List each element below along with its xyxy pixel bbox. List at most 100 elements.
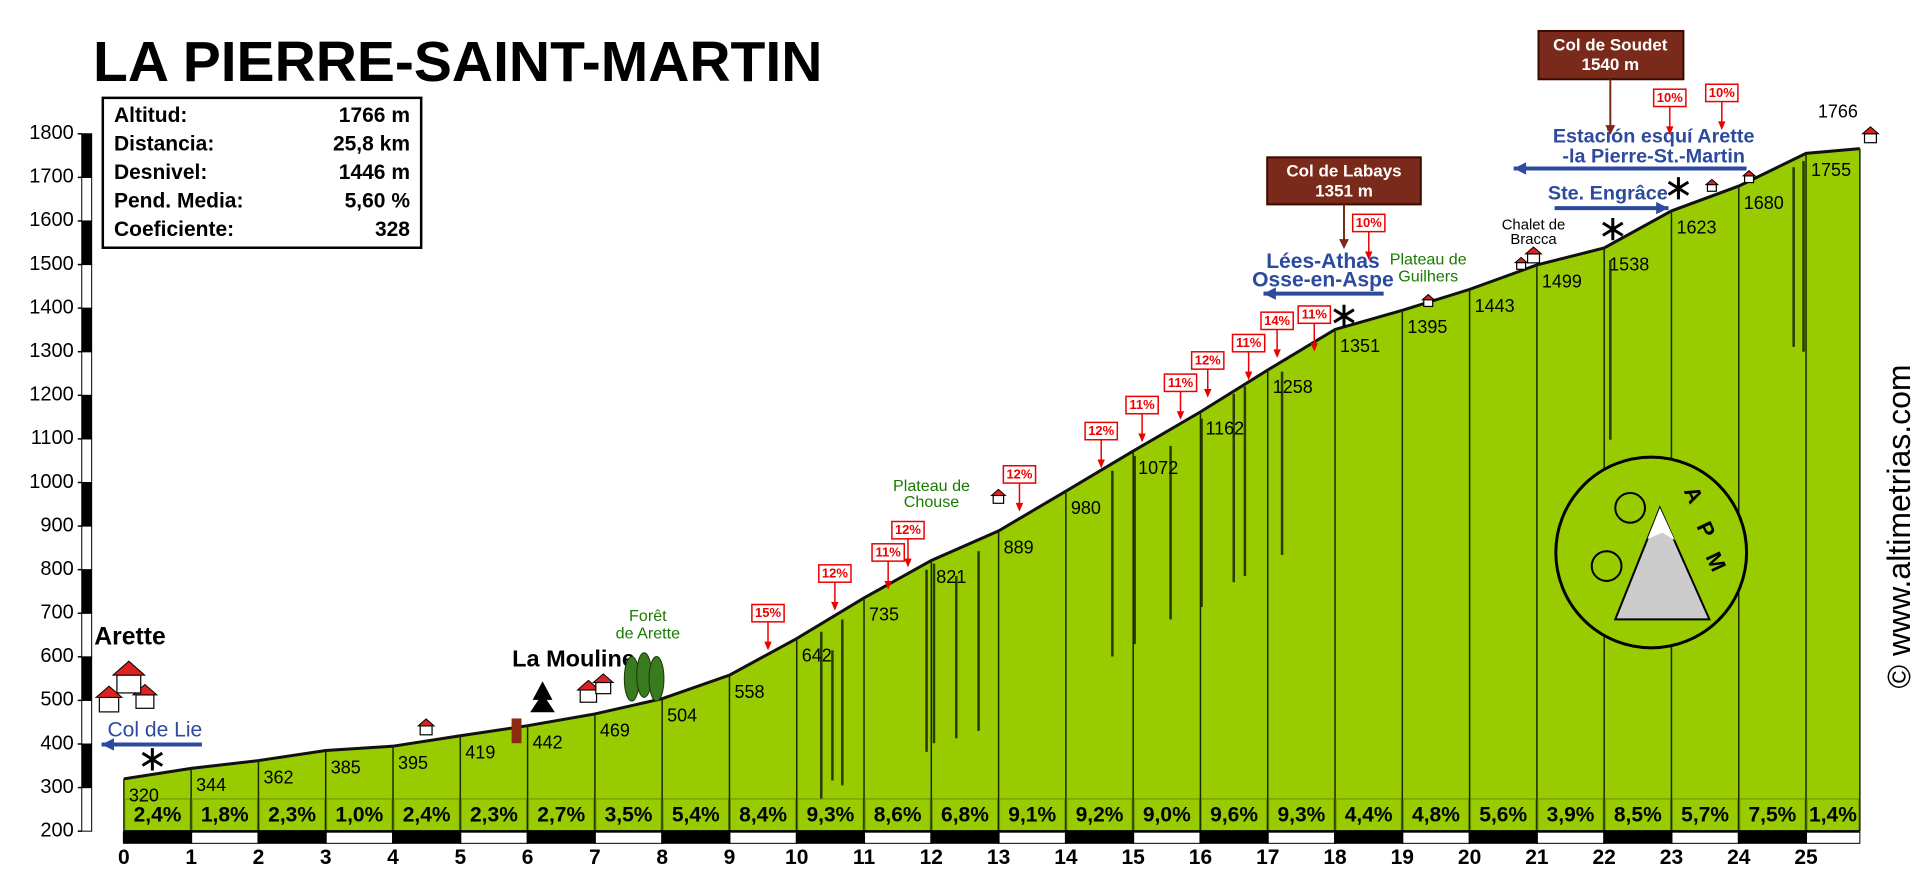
house-icon [135,694,155,709]
gradient-label: 3,5% [605,804,653,827]
elevation-label: 442 [533,732,563,752]
house-roof [1704,178,1720,186]
gradient-flag-label: 12% [1088,423,1114,438]
elevation-label: 1443 [1475,296,1515,316]
arrow-head [101,738,114,751]
gradient-label: 9,1% [1008,804,1056,827]
gradient-flag-head [1204,388,1212,398]
x-axis-band [998,831,1067,844]
gradient-label: 1,4% [1809,804,1857,827]
gradient-cell [326,798,393,832]
info-value: 25,8 km [333,132,410,155]
gradient-cell [662,798,729,832]
y-axis-band [81,787,93,832]
gradient-cell [1604,798,1671,832]
annotation: Forêt [629,607,667,625]
tree-icon [530,681,555,713]
house-roof [94,685,124,698]
gradient-cell [1402,798,1470,832]
elevation-label: 1162 [1205,419,1244,439]
x-axis-band [1805,831,1861,844]
house-icon [595,681,612,695]
gradient-cell [1806,798,1860,832]
gradient-flag-label: 11% [1129,397,1155,412]
annotation: Bracca [1510,232,1557,248]
gradient-cell [1537,798,1604,832]
elevation-label: 1072 [1138,458,1178,478]
x-tick-label: 13 [987,846,1010,869]
house-icon [1706,183,1717,192]
info-value: 1766 m [339,104,410,127]
x-axis-band [459,831,529,844]
chart-title: LA PIERRE-SAINT-MARTIN [93,30,822,94]
annotation: Plateau de [893,477,970,495]
gradient-cell [729,798,797,832]
x-tick-label: 24 [1727,846,1751,869]
gradient-flag-head [1365,251,1373,261]
annotation: Col de Lie [107,718,202,741]
elevation-label: 419 [465,742,495,762]
x-axis-band [1401,831,1471,844]
gradient-label: 9,0% [1143,804,1191,827]
gradient-flag-label: 11% [1168,375,1194,390]
x-tick-label: 19 [1391,846,1414,869]
annotation: -la Pierre-St.-Martin [1562,146,1745,168]
house-icon [992,494,1005,504]
x-tick-label: 7 [589,846,601,869]
x-axis-band [863,831,932,844]
y-tick-label: 700 [40,602,73,624]
elevation-label: 1680 [1744,193,1784,213]
y-axis-band [81,699,93,745]
house-icon [1516,262,1527,270]
gradient-cell [1200,798,1268,832]
x-tick-label: 17 [1256,846,1279,869]
arrow-head [1263,287,1276,300]
y-tick-label: 1500 [29,253,74,275]
y-tick-label: 600 [40,645,73,667]
x-axis-band [796,831,865,844]
gradient-cell [797,798,864,832]
x-axis-band [1334,831,1403,844]
y-axis-band [81,743,93,789]
x-tick-label: 3 [320,846,332,869]
house-icon [1423,299,1434,308]
gradient-flag-head [1138,433,1146,443]
house-roof [990,488,1007,496]
info-label: Altitud: [114,104,187,127]
x-axis-band [1670,831,1740,844]
x-tick-label: 15 [1121,846,1145,869]
y-tick-label: 200 [40,819,73,841]
x-axis-band [1199,831,1269,844]
y-axis-band [81,612,93,658]
gradient-flag-label: 10% [1657,90,1683,105]
x-tick-label: 23 [1660,846,1683,869]
house-roof [1420,293,1436,301]
gradient-flag-head [884,580,892,590]
elevation-label: 344 [196,775,226,795]
info-value: 328 [375,218,410,241]
info-label: Desnivel: [114,161,207,184]
info-label: Coeficiente: [114,218,234,241]
x-axis-band [325,831,394,844]
y-tick-label: 400 [40,732,73,754]
gradient-cell [124,798,191,832]
x-tick-label: 25 [1794,846,1818,869]
gradient-cell [1133,798,1200,832]
elevation-label: 1499 [1542,272,1582,292]
star-marker [1667,177,1690,200]
elevation-label: 735 [869,605,899,625]
y-tick-label: 1100 [31,427,74,449]
x-axis-band [1738,831,1807,844]
annotation: La Mouline [512,645,635,671]
annotation: Chouse [904,493,960,511]
x-tick-label: 21 [1525,846,1549,869]
house-roof [1513,256,1529,264]
gradient-label: 9,3% [1277,804,1325,827]
gradient-label: 1,8% [201,804,249,827]
house-icon [116,674,142,694]
gradient-cell [864,798,931,832]
info-box [101,96,423,249]
gradient-label: 9,6% [1210,804,1258,827]
gradient-flag-head [764,641,772,651]
